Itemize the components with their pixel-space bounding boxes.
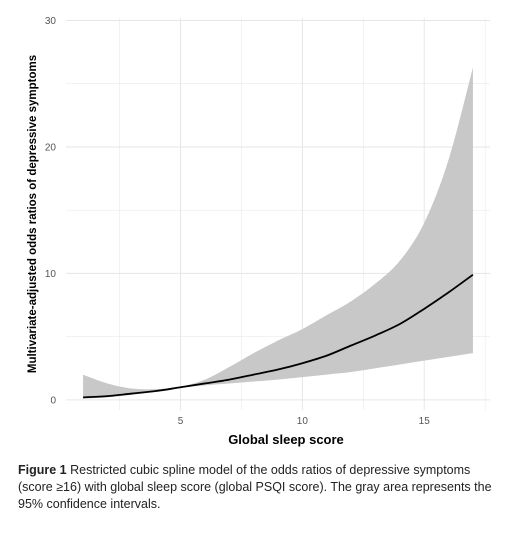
- figure-caption-text: Restricted cubic spline model of the odd…: [18, 463, 492, 511]
- spline-chart: 5 10 15 0 10 20 30 Global sleep score Multivar…: [27, 16, 490, 447]
- figure-caption: Figure 1 Restricted cubic spline model o…: [18, 462, 498, 513]
- tick-labels: 5 10 15 0 10 20 30: [45, 16, 430, 427]
- x-tick-label: 15: [419, 416, 431, 427]
- figure-label: Figure 1: [18, 463, 67, 477]
- confidence-band: [83, 67, 473, 399]
- x-tick-label: 5: [178, 416, 184, 427]
- y-tick-label: 0: [50, 395, 56, 406]
- x-tick-label: 10: [297, 416, 309, 427]
- y-tick-label: 20: [45, 142, 57, 153]
- spline-estimate-line: [83, 273, 474, 399]
- confidence-band-layer: [83, 67, 473, 399]
- estimate-line-layer: [83, 273, 474, 399]
- y-tick-label: 10: [45, 269, 57, 280]
- x-axis-title: Global sleep score: [228, 432, 344, 447]
- y-tick-label: 30: [45, 16, 57, 27]
- y-axis-title: Multivariate-adjusted odds ratios of dep…: [27, 55, 39, 373]
